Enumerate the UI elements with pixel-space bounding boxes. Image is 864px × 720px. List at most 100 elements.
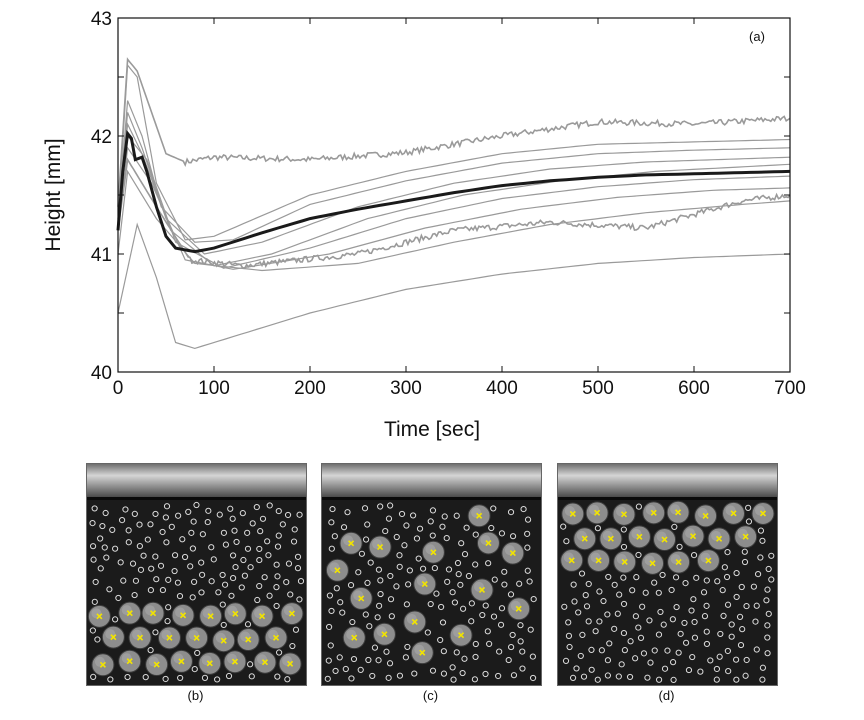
small-particle [102,509,109,517]
small-particle [516,580,523,587]
small-particle [179,536,186,543]
small-particle [333,585,340,592]
small-particle [449,664,456,671]
small-particle [578,570,586,577]
small-particle [142,674,149,681]
y-axis-label: Height [mm] [42,138,65,251]
small-particle [443,535,450,542]
small-particle [429,507,437,514]
small-particle [181,553,189,561]
small-particles [89,501,305,683]
small-particle [482,670,489,678]
small-particle [219,571,226,579]
small-particle [505,656,512,664]
small-particle [703,577,710,584]
x-marker [351,634,358,641]
small-particle [585,580,592,588]
small-particle [362,536,370,543]
small-particle [488,524,495,532]
small-particle [737,641,745,649]
x-marker [620,511,628,518]
small-particle [736,613,744,620]
small-particle [742,672,749,679]
x-marker [99,661,106,668]
small-particle [296,511,303,518]
x-tick-label: 400 [486,378,518,399]
small-particle [106,586,113,593]
x-marker [358,595,365,602]
x-marker [705,557,712,564]
small-particle [393,583,400,590]
small-particle [429,667,437,674]
small-particle [129,560,137,567]
small-particle [189,545,197,552]
small-particle [220,529,228,536]
small-particle [580,673,588,680]
small-particle [208,578,215,585]
small-particle [266,592,273,599]
x-marker [594,509,601,516]
small-particle [89,543,97,550]
small-particle [721,564,728,571]
small-particle [490,505,497,512]
small-particle [635,624,642,631]
small-particle [632,613,639,620]
small-particle [329,505,336,513]
small-particle [91,598,98,605]
small-particle [714,578,721,585]
small-particle [97,535,104,542]
small-particle [147,521,154,528]
small-particle [596,618,603,625]
small-particle [637,634,645,641]
small-particle [459,605,467,612]
x-marker [430,549,437,556]
small-particle [259,515,267,522]
small-particle [529,674,537,682]
small-particle [244,529,251,536]
small-particle [137,566,145,573]
series-line-run-2 [117,63,791,241]
small-particle [453,649,460,656]
small-particle [585,618,592,625]
small-particle [144,536,151,543]
small-particle [287,591,294,598]
small-particle [517,622,524,629]
small-particle [115,594,122,602]
x-tick-label: 0 [113,378,124,399]
small-particle [733,676,740,683]
small-particle [404,643,411,651]
small-particle [393,533,400,541]
small-particle [733,656,740,663]
small-particle [337,599,344,606]
x-marker [179,612,187,619]
small-particle [529,653,536,660]
small-particle [763,597,770,604]
small-particle [596,588,603,595]
small-particle [371,644,379,651]
small-particle [214,676,221,683]
small-particle [396,552,403,559]
small-particle [125,527,132,534]
small-particle [292,626,300,633]
small-particle [190,518,197,525]
small-particle [455,571,462,578]
small-particle [152,629,159,636]
small-particle [768,552,775,559]
small-particle [733,569,740,577]
small-particle [101,544,108,551]
small-particle [336,654,343,661]
small-particle [484,628,491,635]
small-particle [291,526,298,533]
small-particle [524,516,532,523]
particle-image-d [560,500,775,683]
small-particle [297,578,305,585]
small-particle [249,520,256,527]
small-particle [152,510,159,518]
x-marker [136,634,144,641]
small-particle [171,552,179,559]
small-particle [458,540,465,547]
small-particle [387,502,394,509]
small-particle [655,676,663,683]
small-particle [325,623,333,631]
small-particle [479,611,486,619]
